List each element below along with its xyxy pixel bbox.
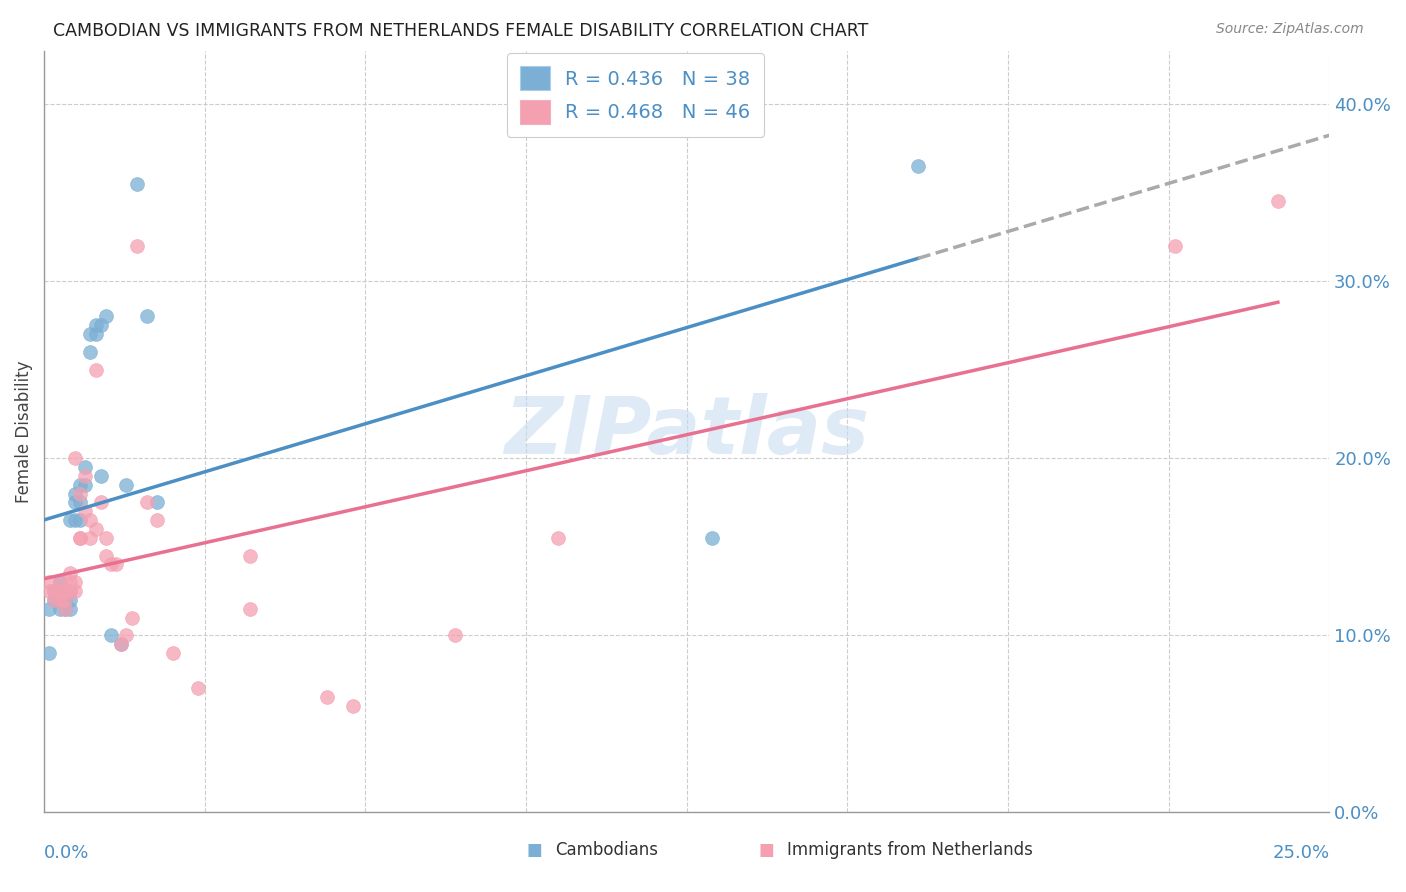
Point	[48, 575, 70, 590]
Point	[44, 584, 66, 599]
Point	[121, 610, 143, 624]
Point	[63, 513, 86, 527]
Point	[100, 558, 122, 572]
Point	[90, 468, 112, 483]
Point	[315, 690, 337, 705]
Point	[79, 531, 101, 545]
Point	[59, 513, 82, 527]
Point	[115, 628, 138, 642]
Point	[69, 531, 91, 545]
Point	[63, 486, 86, 500]
Point	[63, 451, 86, 466]
Text: Cambodians: Cambodians	[555, 841, 658, 859]
Point	[1164, 238, 1187, 252]
Point	[94, 531, 117, 545]
Point	[53, 584, 76, 599]
Text: Source: ZipAtlas.com: Source: ZipAtlas.com	[1216, 22, 1364, 37]
Point	[48, 593, 70, 607]
Point	[63, 575, 86, 590]
Point	[162, 646, 184, 660]
Point	[1267, 194, 1289, 209]
Point	[59, 566, 82, 581]
Point	[79, 344, 101, 359]
Point	[187, 681, 209, 696]
Point	[44, 593, 66, 607]
Point	[146, 513, 169, 527]
Point	[239, 549, 262, 563]
Point	[59, 601, 82, 615]
Point	[444, 628, 467, 642]
Text: 25.0%: 25.0%	[1272, 844, 1329, 862]
Point	[53, 593, 76, 607]
Point	[48, 575, 70, 590]
Point	[79, 327, 101, 342]
Point	[146, 495, 169, 509]
Point	[48, 584, 70, 599]
Point	[63, 495, 86, 509]
Point	[94, 549, 117, 563]
Legend: R = 0.436   N = 38, R = 0.468   N = 46: R = 0.436 N = 38, R = 0.468 N = 46	[506, 53, 763, 137]
Point	[53, 593, 76, 607]
Point	[342, 699, 364, 714]
Point	[69, 477, 91, 491]
Point	[53, 601, 76, 615]
Point	[75, 477, 97, 491]
Text: CAMBODIAN VS IMMIGRANTS FROM NETHERLANDS FEMALE DISABILITY CORRELATION CHART: CAMBODIAN VS IMMIGRANTS FROM NETHERLANDS…	[53, 22, 869, 40]
Point	[110, 637, 132, 651]
Point	[59, 575, 82, 590]
Text: ■: ■	[526, 841, 543, 859]
Text: 0.0%: 0.0%	[44, 844, 90, 862]
Point	[69, 495, 91, 509]
Point	[547, 531, 569, 545]
Point	[79, 513, 101, 527]
Point	[702, 531, 724, 545]
Text: ■: ■	[758, 841, 775, 859]
Point	[48, 601, 70, 615]
Point	[135, 310, 157, 324]
Point	[125, 238, 148, 252]
Point	[53, 584, 76, 599]
Point	[84, 327, 107, 342]
Point	[63, 584, 86, 599]
Text: Immigrants from Netherlands: Immigrants from Netherlands	[787, 841, 1033, 859]
Point	[44, 593, 66, 607]
Point	[59, 584, 82, 599]
Point	[38, 646, 60, 660]
Point	[75, 468, 97, 483]
Point	[38, 575, 60, 590]
Point	[44, 584, 66, 599]
Point	[59, 584, 82, 599]
Point	[94, 310, 117, 324]
Point	[69, 531, 91, 545]
Point	[48, 584, 70, 599]
Point	[100, 628, 122, 642]
Point	[125, 177, 148, 191]
Point	[115, 477, 138, 491]
Point	[69, 486, 91, 500]
Point	[59, 593, 82, 607]
Y-axis label: Female Disability: Female Disability	[15, 360, 32, 503]
Point	[75, 504, 97, 518]
Point	[239, 601, 262, 615]
Point	[135, 495, 157, 509]
Point	[75, 460, 97, 475]
Point	[53, 601, 76, 615]
Point	[110, 637, 132, 651]
Point	[84, 362, 107, 376]
Point	[84, 318, 107, 333]
Point	[84, 522, 107, 536]
Text: ZIPatlas: ZIPatlas	[505, 392, 869, 471]
Point	[38, 601, 60, 615]
Point	[90, 318, 112, 333]
Point	[38, 584, 60, 599]
Point	[907, 159, 929, 173]
Point	[90, 495, 112, 509]
Point	[105, 558, 128, 572]
Point	[69, 513, 91, 527]
Point	[48, 593, 70, 607]
